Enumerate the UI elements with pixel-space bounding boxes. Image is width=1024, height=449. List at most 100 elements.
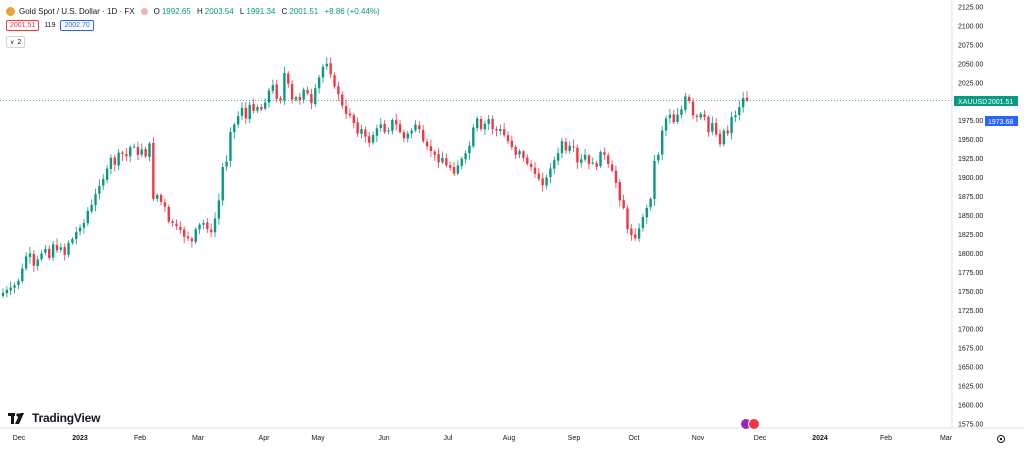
candle[interactable] bbox=[179, 221, 182, 234]
candle[interactable] bbox=[691, 98, 695, 120]
candle[interactable] bbox=[117, 149, 120, 171]
candle[interactable] bbox=[391, 118, 394, 135]
candle[interactable] bbox=[51, 240, 55, 261]
candle[interactable] bbox=[306, 86, 309, 96]
candle[interactable] bbox=[741, 91, 745, 113]
candle[interactable] bbox=[109, 154, 113, 175]
candle[interactable] bbox=[294, 95, 298, 102]
candle[interactable] bbox=[356, 117, 359, 137]
candle[interactable] bbox=[364, 126, 367, 143]
candle[interactable] bbox=[86, 207, 90, 227]
candle[interactable] bbox=[236, 111, 240, 129]
candle[interactable] bbox=[182, 226, 186, 244]
symbol-title[interactable]: Gold Spot / U.S. Dollar · 1D · FX bbox=[19, 6, 135, 16]
candle[interactable] bbox=[664, 115, 668, 137]
candle[interactable] bbox=[90, 199, 93, 214]
candle[interactable] bbox=[460, 156, 463, 170]
candle[interactable] bbox=[580, 154, 583, 168]
candle[interactable] bbox=[703, 109, 706, 121]
candle[interactable] bbox=[113, 154, 116, 172]
candle[interactable] bbox=[479, 115, 483, 132]
candle[interactable] bbox=[348, 108, 352, 119]
candle[interactable] bbox=[71, 237, 74, 245]
flag-icon[interactable] bbox=[748, 418, 760, 430]
candle[interactable] bbox=[17, 278, 20, 290]
candle[interactable] bbox=[472, 124, 475, 149]
candle[interactable] bbox=[714, 118, 718, 137]
candle[interactable] bbox=[13, 282, 16, 294]
candle[interactable] bbox=[641, 213, 645, 232]
candle[interactable] bbox=[414, 120, 417, 133]
candle[interactable] bbox=[209, 223, 213, 238]
candle[interactable] bbox=[610, 160, 614, 173]
candle[interactable] bbox=[699, 112, 702, 120]
candle[interactable] bbox=[595, 160, 598, 171]
candle[interactable] bbox=[587, 153, 591, 170]
candle[interactable] bbox=[24, 252, 28, 271]
candle[interactable] bbox=[159, 193, 163, 206]
candle[interactable] bbox=[9, 281, 12, 296]
candle[interactable] bbox=[67, 240, 70, 258]
time-axis[interactable]: Dec 2023 Feb Mar Apr May Jun Jul Aug Sep Oct Nov Dec… bbox=[13, 435, 953, 442]
candle[interactable] bbox=[225, 155, 228, 171]
candle[interactable] bbox=[583, 148, 587, 162]
candle[interactable] bbox=[244, 101, 248, 124]
candle[interactable] bbox=[502, 123, 506, 138]
candle[interactable] bbox=[556, 147, 560, 166]
candle[interactable] bbox=[614, 165, 618, 189]
candle[interactable] bbox=[36, 255, 39, 271]
candle[interactable] bbox=[163, 199, 167, 213]
candle[interactable] bbox=[599, 150, 602, 168]
candle[interactable] bbox=[94, 188, 97, 212]
candle[interactable] bbox=[445, 153, 448, 168]
candle[interactable] bbox=[541, 172, 544, 192]
candle[interactable] bbox=[387, 127, 390, 135]
candle[interactable] bbox=[233, 122, 236, 139]
candle[interactable] bbox=[55, 238, 59, 254]
candle[interactable] bbox=[252, 99, 255, 114]
candle[interactable] bbox=[337, 81, 340, 101]
candle[interactable] bbox=[98, 179, 101, 200]
candle[interactable] bbox=[487, 114, 490, 131]
candle[interactable] bbox=[190, 236, 194, 248]
candle[interactable] bbox=[333, 72, 336, 89]
candle[interactable] bbox=[510, 135, 514, 150]
candle[interactable] bbox=[186, 231, 190, 242]
candle[interactable] bbox=[718, 129, 722, 148]
candle[interactable] bbox=[418, 121, 421, 134]
candle[interactable] bbox=[695, 113, 699, 123]
indicators-toggle[interactable]: ∨ 2 bbox=[6, 36, 26, 48]
candle[interactable] bbox=[102, 174, 105, 191]
candle[interactable] bbox=[171, 219, 174, 227]
candle[interactable] bbox=[213, 212, 217, 238]
candle[interactable] bbox=[491, 115, 494, 135]
candle[interactable] bbox=[275, 79, 278, 103]
candle[interactable] bbox=[144, 146, 147, 159]
candle[interactable] bbox=[495, 126, 498, 137]
buy-button[interactable]: 2002.70 bbox=[60, 20, 94, 31]
candle[interactable] bbox=[263, 98, 267, 111]
candle[interactable] bbox=[256, 104, 259, 114]
settings-gear-icon[interactable] bbox=[996, 434, 1006, 444]
candle[interactable] bbox=[660, 126, 664, 161]
candle[interactable] bbox=[537, 167, 541, 182]
candle[interactable] bbox=[522, 149, 525, 162]
candle[interactable] bbox=[533, 162, 537, 178]
candle[interactable] bbox=[402, 129, 406, 143]
candle[interactable] bbox=[483, 120, 487, 136]
event-badges[interactable] bbox=[740, 418, 760, 430]
candle[interactable] bbox=[529, 160, 533, 172]
candle[interactable] bbox=[514, 144, 517, 159]
candle[interactable] bbox=[634, 228, 637, 241]
market-status-icon[interactable] bbox=[140, 7, 148, 15]
candle[interactable] bbox=[317, 74, 321, 94]
candle[interactable] bbox=[121, 150, 124, 161]
candle[interactable] bbox=[572, 139, 575, 153]
candle[interactable] bbox=[726, 125, 729, 137]
candle[interactable] bbox=[78, 224, 82, 236]
candle[interactable] bbox=[40, 250, 43, 262]
candle[interactable] bbox=[425, 138, 429, 151]
candle[interactable] bbox=[395, 113, 398, 131]
candle[interactable] bbox=[271, 79, 275, 94]
